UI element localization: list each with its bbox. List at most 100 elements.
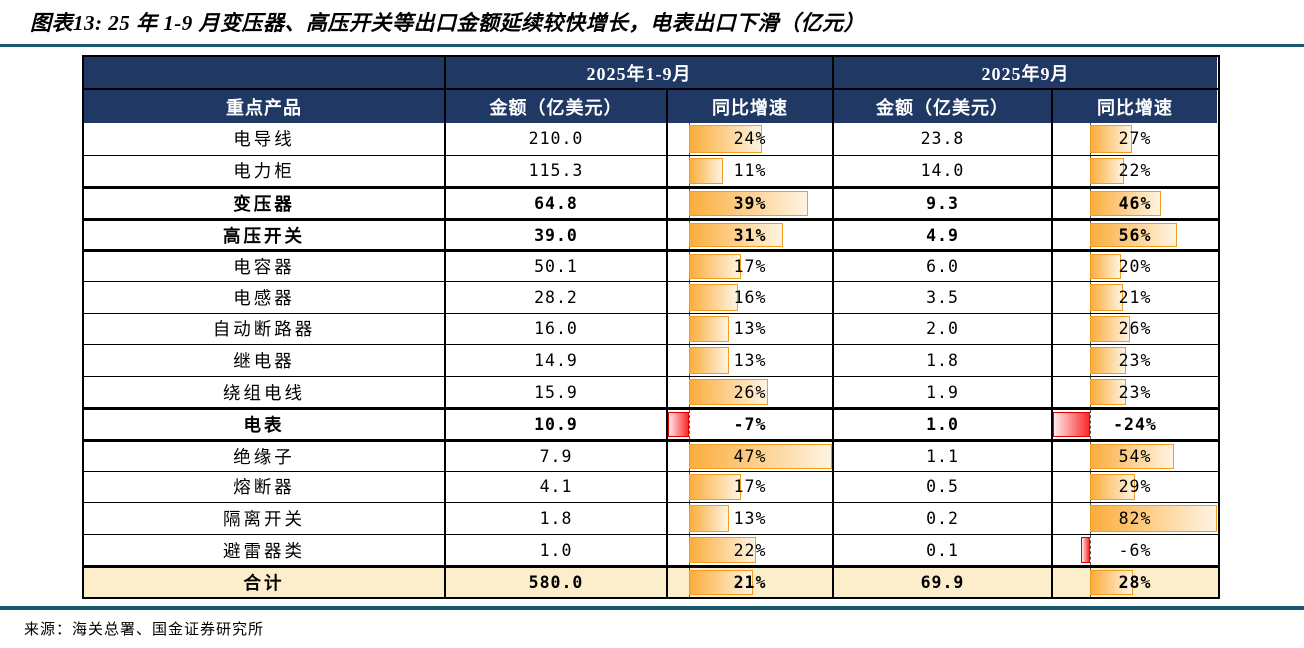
- growth-cell: 39%: [666, 189, 832, 218]
- positive-growth-bar: [1090, 347, 1126, 374]
- growth-cell: 26%: [1051, 313, 1217, 345]
- positive-growth-bar: [689, 347, 729, 374]
- growth-value: 17%: [733, 477, 767, 497]
- positive-growth-bar: [689, 378, 769, 406]
- table-row: 电容器 50.1 17% 6.0 20%: [84, 249, 1218, 281]
- growth-value: 17%: [733, 257, 767, 277]
- amount-ytd-cell: 210.0: [444, 123, 666, 155]
- amount-sep-cell: 1.9: [832, 376, 1051, 408]
- product-name-cell: 电力柜: [233, 161, 295, 182]
- amount-sep-cell: 3.5: [832, 281, 1051, 313]
- positive-growth-bar: [689, 443, 832, 469]
- growth-value: -24%: [1113, 415, 1157, 435]
- bottom-divider-rule: [0, 606, 1304, 610]
- amount-ytd-cell: 64.8: [444, 189, 666, 218]
- amount-ytd-cell: 16.0: [444, 313, 666, 345]
- amount-sep-cell: 0.5: [832, 471, 1051, 503]
- growth-cell: 17%: [666, 252, 832, 281]
- growth-cell: 23%: [1051, 345, 1217, 376]
- growth-cell: 54%: [1051, 441, 1217, 471]
- amount-ytd-cell: 50.1: [444, 252, 666, 281]
- growth-value: 82%: [1118, 508, 1152, 528]
- growth-cell: 13%: [666, 345, 832, 376]
- growth-value: 29%: [1118, 477, 1152, 497]
- product-name-cell: 合计: [243, 573, 285, 594]
- zero-axis-line: [1090, 534, 1092, 566]
- amount-ytd-cell: 39.0: [444, 220, 666, 250]
- growth-cell: 22%: [1051, 155, 1217, 187]
- header-group-ytd: 2025年1-9月: [444, 57, 832, 88]
- table-row: 自动断路器 16.0 13% 2.0 26%: [84, 312, 1218, 345]
- product-name-cell: 隔离开关: [223, 508, 305, 529]
- product-name-cell: 绝缘子: [233, 446, 295, 467]
- header-product: 重点产品: [84, 90, 444, 123]
- positive-growth-bar: [1090, 191, 1162, 216]
- growth-value: 28%: [1118, 573, 1152, 593]
- negative-growth-bar: [1053, 412, 1091, 437]
- amount-ytd-cell: 15.9: [444, 376, 666, 408]
- header-amount-ytd: 金额（亿美元）: [444, 90, 666, 123]
- table-row: 绝缘子 7.9 47% 1.1 54%: [84, 438, 1218, 471]
- growth-value: 31%: [733, 225, 767, 245]
- growth-value: 27%: [1118, 129, 1152, 149]
- growth-value: 11%: [733, 161, 767, 181]
- positive-growth-bar: [689, 254, 741, 279]
- amount-sep-cell: 23.8: [832, 123, 1051, 155]
- table-row: 电导线 210.0 24% 23.8 27%: [84, 123, 1218, 155]
- positive-growth-bar: [689, 570, 754, 595]
- growth-value: 39%: [733, 193, 767, 213]
- product-name-cell: 电感器: [233, 287, 295, 308]
- growth-cell: 26%: [666, 376, 832, 408]
- positive-growth-bar: [1090, 315, 1131, 343]
- growth-value: 22%: [1118, 161, 1152, 181]
- zero-axis-line: [1090, 410, 1092, 439]
- amount-ytd-cell: 10.9: [444, 410, 666, 439]
- negative-growth-bar: [1080, 536, 1091, 564]
- positive-growth-bar: [1090, 254, 1122, 279]
- amount-sep-cell: 69.9: [832, 568, 1051, 597]
- growth-cell: 29%: [1051, 471, 1217, 503]
- top-divider-rule: [0, 44, 1304, 47]
- product-name-cell: 高压开关: [223, 225, 305, 246]
- zero-axis-line: [689, 410, 691, 439]
- growth-cell: 21%: [1051, 281, 1217, 313]
- growth-cell: 23%: [1051, 376, 1217, 408]
- positive-growth-bar: [689, 191, 808, 216]
- amount-ytd-cell: 115.3: [444, 155, 666, 187]
- growth-cell: 24%: [666, 123, 832, 155]
- growth-value: 13%: [733, 350, 767, 370]
- growth-value: 24%: [733, 129, 767, 149]
- growth-cell: 31%: [666, 220, 832, 250]
- table-row: 避雷器类 1.0 22% 0.1 -6%: [84, 533, 1218, 566]
- positive-growth-bar: [689, 283, 738, 311]
- positive-growth-bar: [689, 222, 784, 248]
- growth-cell: 56%: [1051, 220, 1217, 250]
- table-header-group-row: 2025年1-9月 2025年9月: [84, 57, 1218, 90]
- growth-cell: -24%: [1051, 410, 1217, 439]
- amount-sep-cell: 0.2: [832, 503, 1051, 534]
- positive-growth-bar: [1090, 473, 1135, 501]
- growth-value: 13%: [733, 319, 767, 339]
- growth-value: -6%: [1118, 540, 1152, 560]
- product-name-cell: 绕组电线: [223, 382, 305, 403]
- amount-sep-cell: 1.8: [832, 345, 1051, 376]
- product-name-cell: 避雷器类: [223, 540, 305, 561]
- product-name-cell: 自动断路器: [212, 319, 316, 340]
- header-group-september: 2025年9月: [832, 57, 1217, 88]
- growth-value: 46%: [1118, 193, 1152, 213]
- amount-sep-cell: 4.9: [832, 220, 1051, 250]
- growth-value: 21%: [1118, 287, 1152, 307]
- amount-sep-cell: 14.0: [832, 155, 1051, 187]
- header-amount-sep: 金额（亿美元）: [832, 90, 1051, 123]
- positive-growth-bar: [689, 505, 729, 532]
- growth-cell: -7%: [666, 410, 832, 439]
- table-row: 绕组电线 15.9 26% 1.9 23%: [84, 375, 1218, 408]
- amount-sep-cell: 6.0: [832, 252, 1051, 281]
- table-row: 电表 10.9 -7% 1.0 -24%: [84, 407, 1218, 439]
- amount-sep-cell: 1.1: [832, 441, 1051, 471]
- product-name-cell: 电容器: [233, 257, 295, 278]
- growth-value: 23%: [1118, 350, 1152, 370]
- amount-ytd-cell: 4.1: [444, 471, 666, 503]
- growth-cell: 22%: [666, 534, 832, 566]
